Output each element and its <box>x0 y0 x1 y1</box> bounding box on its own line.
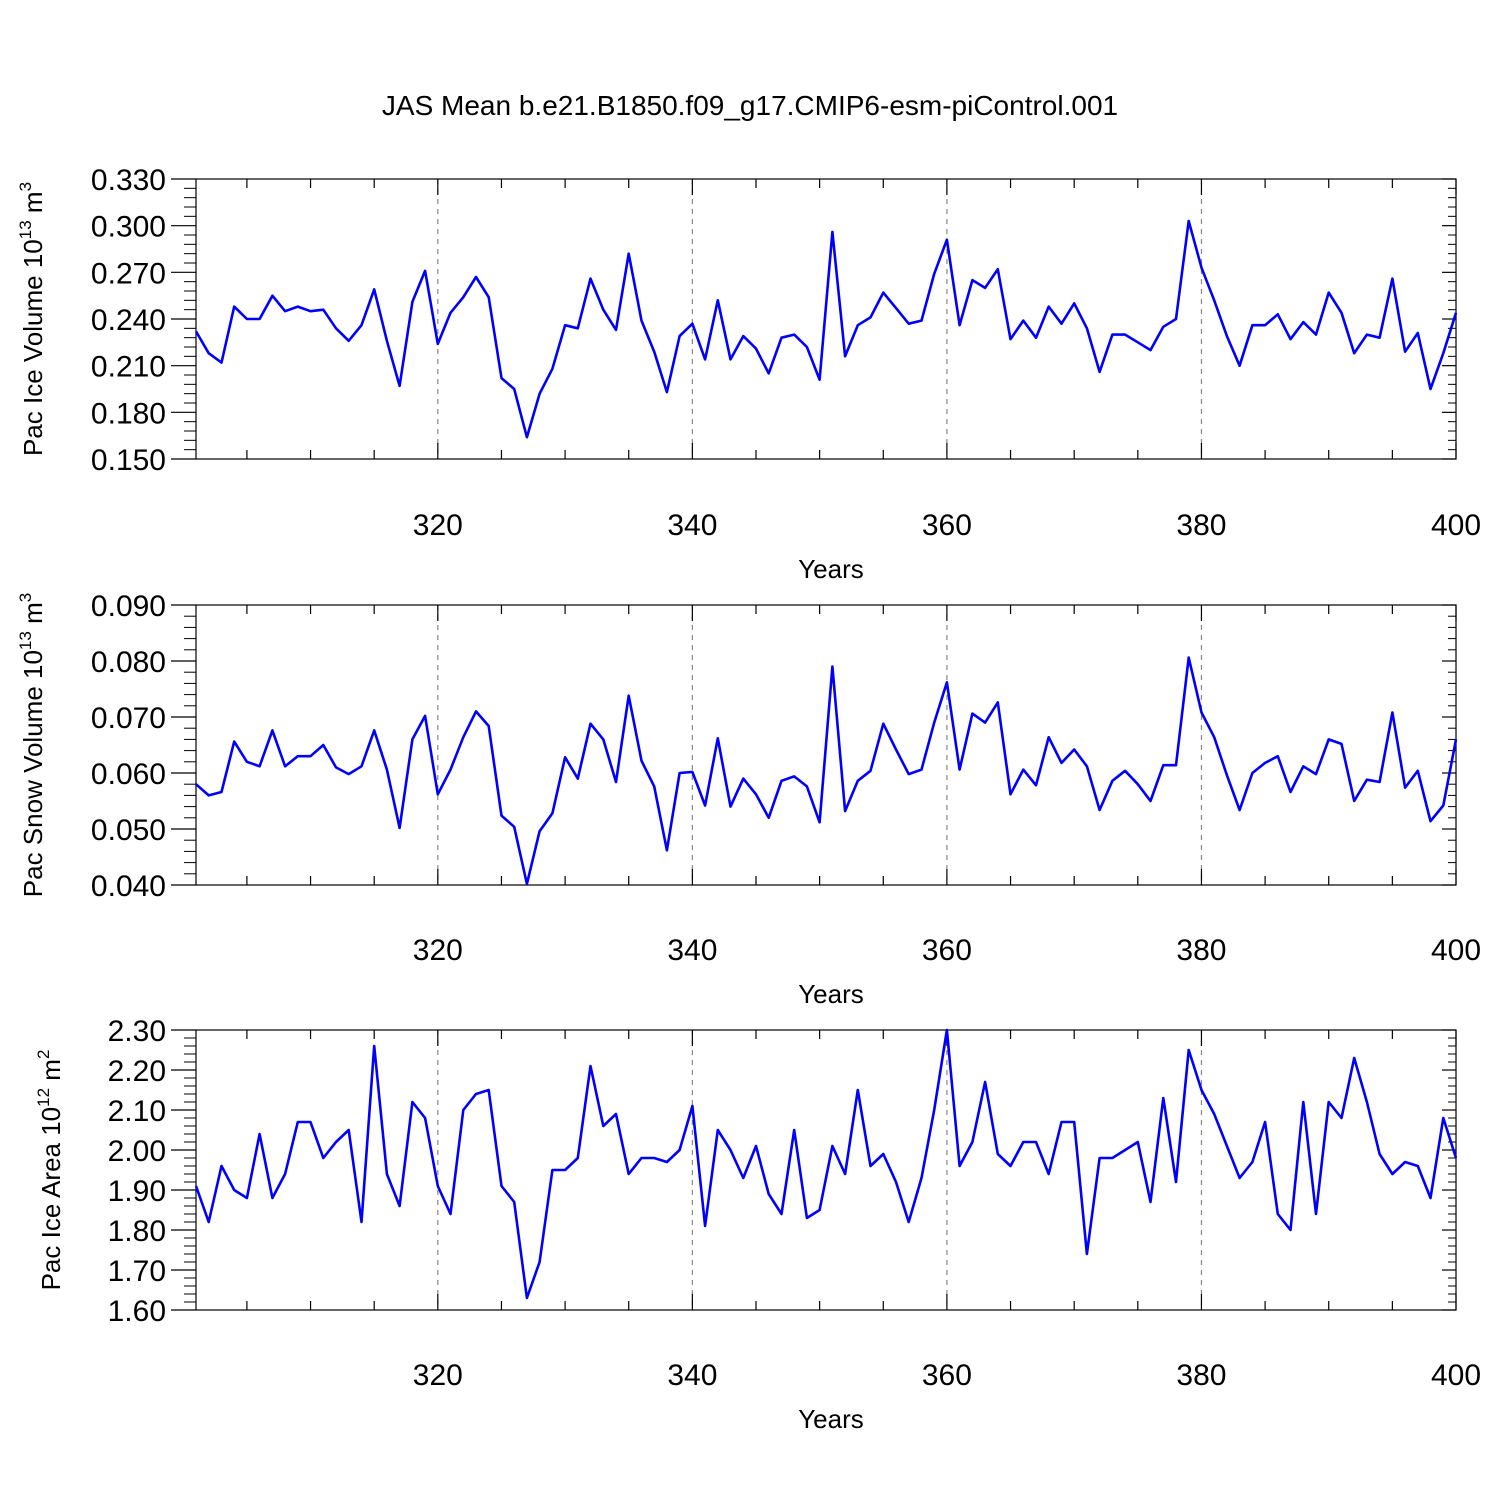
x-axis-label: Years <box>798 979 864 1009</box>
y-axis-label: Pac Snow Volume 1013 m3 <box>16 593 48 897</box>
y-tick-label: 0.080 <box>91 646 166 679</box>
x-tick-label: 320 <box>413 934 463 967</box>
y-axis-label: Pac Ice Volume 1013 m3 <box>16 182 48 456</box>
y-axis-label: Pac Ice Area 1012 m2 <box>34 1050 66 1291</box>
y-label-unit: m <box>36 1059 66 1088</box>
y-tick-label: 0.210 <box>91 351 166 384</box>
x-tick-label: 380 <box>1176 1359 1226 1392</box>
x-tick-label: 400 <box>1431 934 1481 967</box>
series-line <box>195 656 1458 886</box>
y-tick-label: 0.090 <box>91 590 166 623</box>
y-tick-label: 2.00 <box>108 1135 166 1168</box>
panel-3: 1.60 1.70 1.80 1.90 2.00 2.10 2.20 2.30 320 340 36… <box>34 1015 1481 1434</box>
x-tick-label: 340 <box>667 934 717 967</box>
y-tick-label: 0.050 <box>91 814 166 847</box>
x-tick-label: 320 <box>413 509 463 542</box>
y-tick-label: 1.90 <box>108 1175 166 1208</box>
y-label-unit-exponent: 3 <box>16 182 35 191</box>
y-label-unit-exponent: 2 <box>34 1050 53 1059</box>
y-tick-label: 0.300 <box>91 211 166 244</box>
plot-frame <box>195 1029 1457 1311</box>
y-label-main: Pac Snow Volume 10 <box>18 650 48 897</box>
x-axis-label: Years <box>798 1404 864 1434</box>
y-tick-label: 2.20 <box>108 1055 166 1088</box>
y-tick-label: 1.70 <box>108 1255 166 1288</box>
y-tick-label: 0.040 <box>91 870 166 903</box>
y-label-main: Pac Ice Area 10 <box>36 1107 66 1291</box>
series-line <box>194 1028 1458 1300</box>
y-label-exponent: 13 <box>16 631 35 650</box>
y-label-unit-exponent: 3 <box>16 593 35 602</box>
x-tick-label: 320 <box>413 1359 463 1392</box>
y-label-exponent: 12 <box>34 1088 53 1107</box>
series-line <box>194 219 1458 439</box>
y-tick-label: 1.80 <box>108 1215 166 1248</box>
y-tick-label: 0.240 <box>91 304 166 337</box>
y-label-unit: m <box>18 602 48 631</box>
y-label-unit: m <box>18 191 48 220</box>
panel-2: 0.040 0.050 0.060 0.070 0.080 0.090 320 340 360 3… <box>16 590 1481 1009</box>
x-tick-label: 340 <box>667 509 717 542</box>
x-tick-label: 380 <box>1176 509 1226 542</box>
x-tick-label: 380 <box>1176 934 1226 967</box>
x-tick-label: 360 <box>922 934 972 967</box>
y-tick-label: 0.330 <box>91 164 166 197</box>
y-label-main: Pac Ice Volume 10 <box>18 239 48 456</box>
y-tick-label: 0.270 <box>91 257 166 290</box>
x-tick-label: 340 <box>667 1359 717 1392</box>
chart-title: JAS Mean b.e21.B1850.f09_g17.CMIP6-esm-p… <box>382 90 1118 121</box>
x-axis-label: Years <box>798 554 864 584</box>
y-tick-label: 0.180 <box>91 397 166 430</box>
x-tick-label: 400 <box>1431 1359 1481 1392</box>
y-tick-label: 2.10 <box>108 1095 166 1128</box>
y-label-exponent: 13 <box>16 220 35 239</box>
y-tick-label: 0.150 <box>91 444 166 477</box>
y-tick-label: 0.070 <box>91 702 166 735</box>
x-tick-label: 360 <box>922 509 972 542</box>
y-tick-label: 1.60 <box>108 1295 166 1328</box>
x-tick-label: 360 <box>922 1359 972 1392</box>
x-tick-label: 400 <box>1431 509 1481 542</box>
y-tick-label: 2.30 <box>108 1015 166 1048</box>
y-tick-label: 0.060 <box>91 758 166 791</box>
